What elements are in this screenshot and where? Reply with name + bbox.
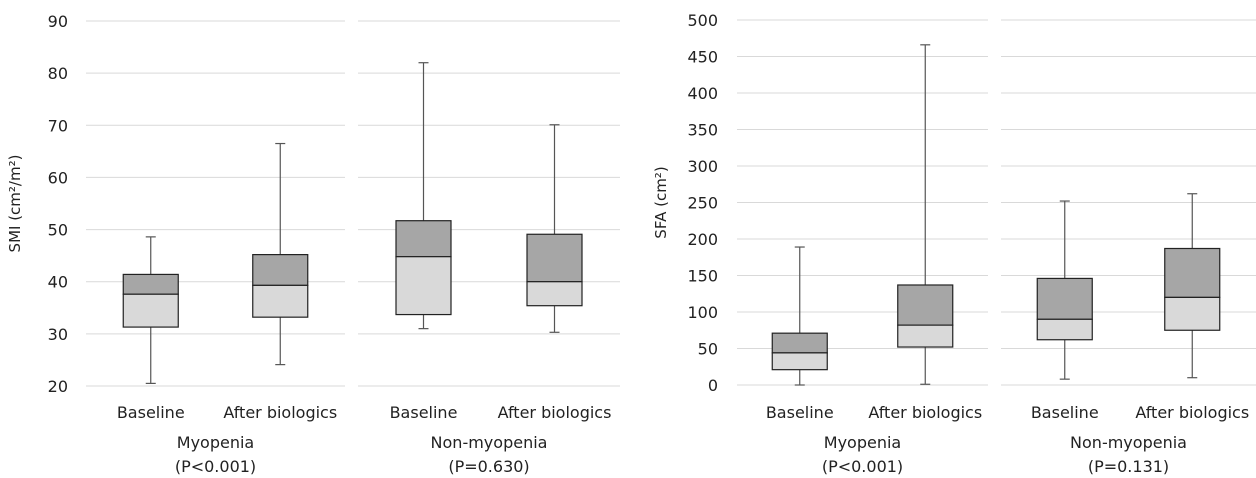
box-upper-quartile <box>897 284 954 326</box>
group-label: Myopenia <box>177 433 254 452</box>
y-tick-label: 70 <box>48 116 68 135</box>
y-tick-label: 80 <box>48 64 68 83</box>
box-lower-quartile <box>897 324 954 348</box>
box-lower-quartile <box>1036 318 1093 341</box>
y-axis-label: SMI (cm²/m²) <box>6 155 24 253</box>
y-axis-label: SFA (cm²) <box>652 166 670 238</box>
category-label: Baseline <box>766 403 834 422</box>
category-label: After biologics <box>498 403 612 422</box>
box-lower-quartile <box>526 281 583 307</box>
group-label: Non-myopenia <box>1070 433 1187 452</box>
category-label: After biologics <box>1135 403 1249 422</box>
category-label: After biologics <box>868 403 982 422</box>
category-label: Baseline <box>117 403 185 422</box>
box-lower-quartile <box>252 284 309 318</box>
box-upper-quartile <box>395 220 452 258</box>
y-tick-label: 100 <box>687 303 718 322</box>
box-upper-quartile <box>252 254 309 286</box>
y-tick-label: 500 <box>687 11 718 30</box>
box-upper-quartile <box>122 273 179 295</box>
box-lower-quartile <box>1164 296 1221 331</box>
p-value-label: (P<0.001) <box>822 457 903 476</box>
box-lower-quartile <box>122 293 179 328</box>
y-tick-label: 400 <box>687 84 718 103</box>
y-tick-label: 450 <box>687 48 718 67</box>
y-tick-label: 150 <box>687 267 718 286</box>
y-tick-label: 0 <box>708 376 718 395</box>
y-tick-label: 60 <box>48 168 68 187</box>
box-lower-quartile <box>395 256 452 316</box>
box-upper-quartile <box>526 233 583 283</box>
box-lower-quartile <box>771 352 828 371</box>
y-tick-label: 300 <box>687 157 718 176</box>
y-tick-label: 90 <box>48 12 68 31</box>
y-tick-label: 200 <box>687 230 718 249</box>
p-value-label: (P=0.630) <box>448 457 529 476</box>
box-upper-quartile <box>1164 247 1221 299</box>
y-tick-label: 350 <box>687 121 718 140</box>
y-tick-label: 40 <box>48 273 68 292</box>
category-label: After biologics <box>223 403 337 422</box>
category-label: Baseline <box>1031 403 1099 422</box>
p-value-label: (P<0.001) <box>175 457 256 476</box>
group-label: Non-myopenia <box>431 433 548 452</box>
y-tick-label: 50 <box>48 221 68 240</box>
box-upper-quartile <box>1036 277 1093 320</box>
group-label: Myopenia <box>824 433 901 452</box>
y-tick-label: 50 <box>698 340 718 359</box>
box-upper-quartile <box>771 332 828 354</box>
y-tick-label: 20 <box>48 377 68 396</box>
y-tick-label: 250 <box>687 194 718 213</box>
p-value-label: (P=0.131) <box>1088 457 1169 476</box>
category-label: Baseline <box>390 403 458 422</box>
y-tick-label: 30 <box>48 325 68 344</box>
